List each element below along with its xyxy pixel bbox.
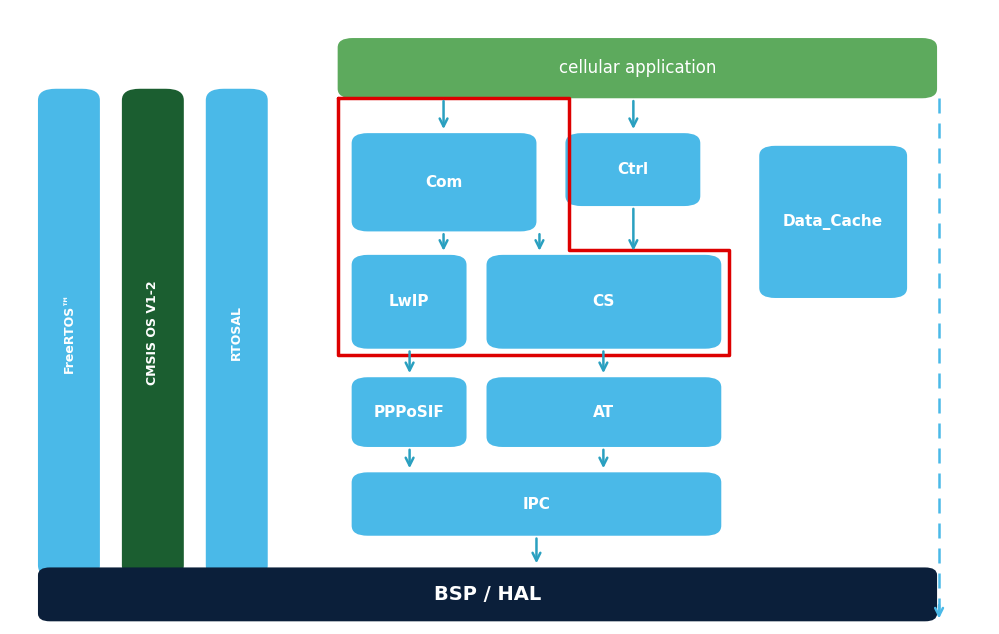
Text: RTOSAL: RTOSAL [230,306,244,360]
Text: LwIP: LwIP [389,294,430,309]
FancyBboxPatch shape [352,133,536,231]
FancyBboxPatch shape [759,146,907,298]
Text: BSP / HAL: BSP / HAL [434,585,541,604]
Text: CMSIS OS V1-2: CMSIS OS V1-2 [146,280,160,385]
FancyBboxPatch shape [487,377,721,447]
FancyBboxPatch shape [122,89,184,577]
FancyBboxPatch shape [338,38,937,98]
FancyBboxPatch shape [352,377,467,447]
FancyBboxPatch shape [38,567,937,621]
Text: Ctrl: Ctrl [617,162,648,177]
FancyBboxPatch shape [352,255,467,349]
Text: Data_Cache: Data_Cache [783,214,883,230]
Text: Com: Com [426,175,463,190]
FancyBboxPatch shape [565,133,700,206]
Text: FreeRTOS™: FreeRTOS™ [62,292,76,373]
FancyBboxPatch shape [38,89,100,577]
Text: AT: AT [593,404,614,420]
Text: cellular application: cellular application [558,59,716,77]
FancyBboxPatch shape [352,472,721,536]
FancyBboxPatch shape [206,89,268,577]
Text: PPPoSIF: PPPoSIF [374,404,445,420]
FancyBboxPatch shape [487,255,721,349]
Text: IPC: IPC [522,496,550,512]
Text: CS: CS [592,294,615,309]
